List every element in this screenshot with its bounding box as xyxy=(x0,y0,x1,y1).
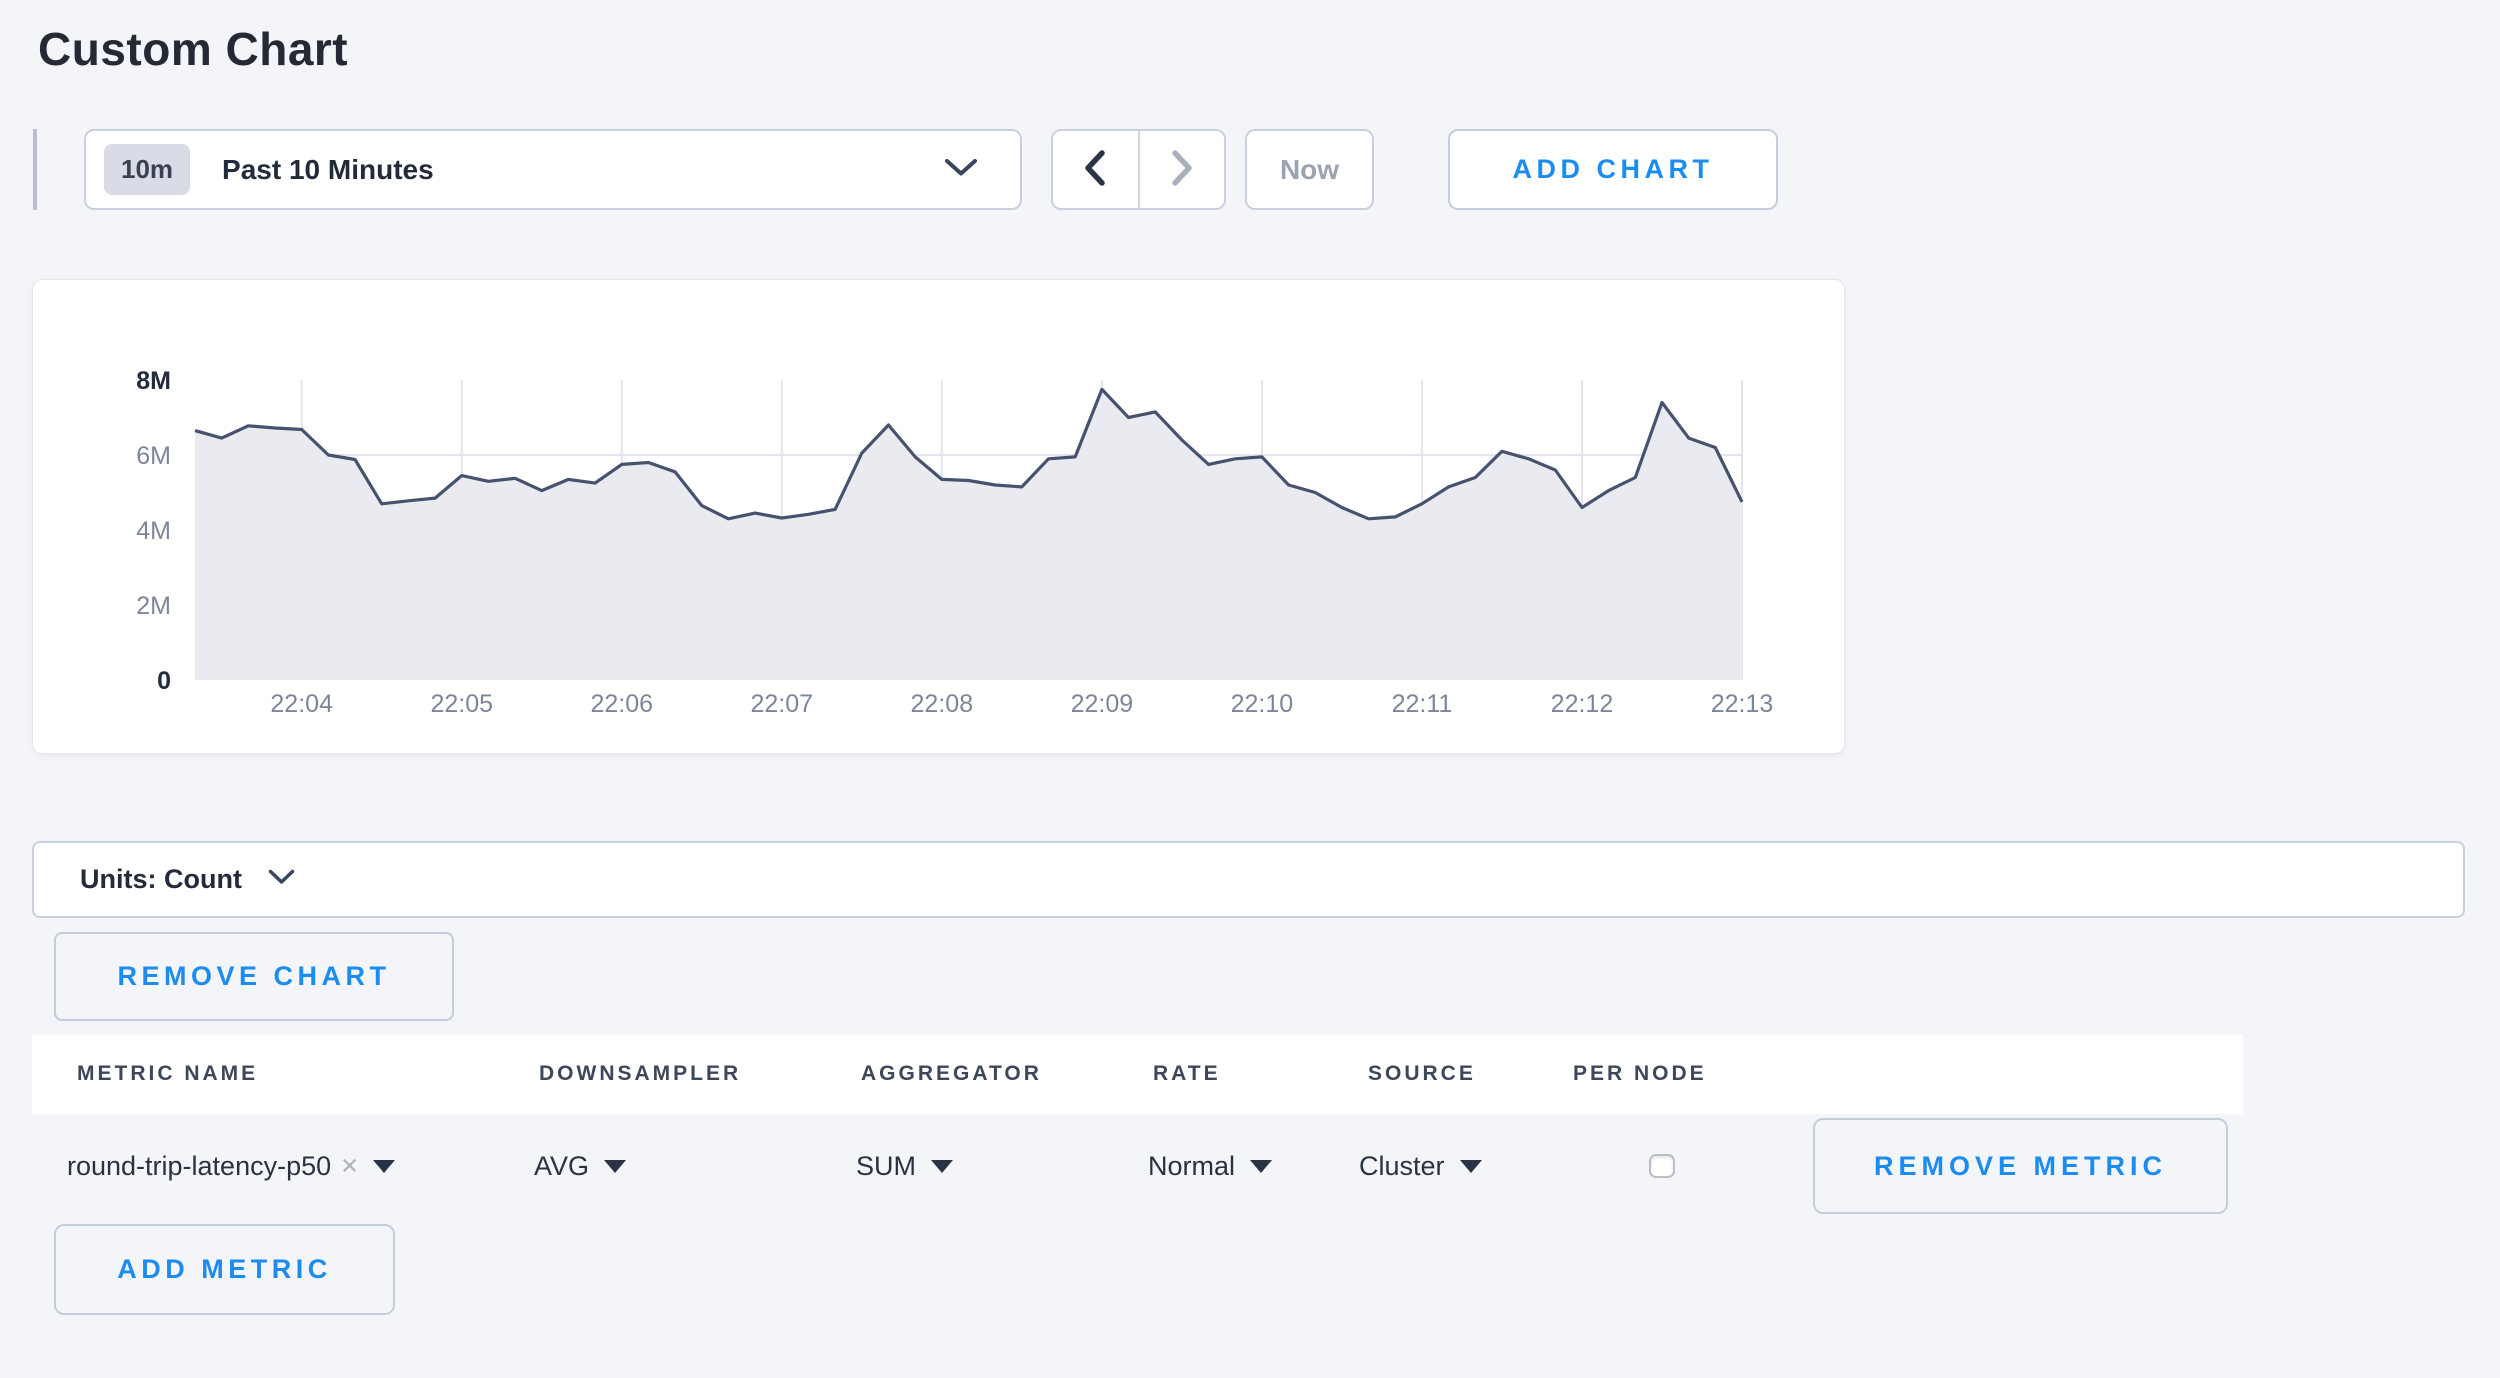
svg-text:22:12: 22:12 xyxy=(1551,690,1614,718)
remove-chart-button[interactable]: REMOVE CHART xyxy=(54,932,454,1021)
svg-text:22:05: 22:05 xyxy=(430,690,493,718)
svg-text:22:07: 22:07 xyxy=(751,690,814,718)
remove-tag-x-icon[interactable]: × xyxy=(341,1149,359,1182)
step-forward-button[interactable] xyxy=(1139,131,1224,208)
svg-text:4M: 4M xyxy=(136,517,171,545)
svg-text:22:11: 22:11 xyxy=(1392,690,1453,718)
chevron-down-icon xyxy=(944,158,978,182)
svg-text:22:09: 22:09 xyxy=(1071,690,1134,718)
caret-down-icon xyxy=(1250,1159,1273,1173)
svg-text:22:10: 22:10 xyxy=(1231,690,1294,718)
time-range-dropdown[interactable]: 10m Past 10 Minutes xyxy=(84,129,1022,210)
chevron-left-icon xyxy=(1082,149,1108,190)
column-header-rate: RATE xyxy=(1153,1062,1221,1085)
svg-text:22:08: 22:08 xyxy=(911,690,974,718)
source-value: Cluster xyxy=(1359,1150,1445,1181)
per-node-cell xyxy=(1564,1154,1813,1178)
custom-chart-page: Custom Chart 10m Past 10 Minutes Now xyxy=(0,22,2500,1378)
step-back-button[interactable] xyxy=(1053,131,1138,208)
svg-text:0: 0 xyxy=(157,667,171,695)
accent-divider xyxy=(33,129,37,210)
svg-text:22:06: 22:06 xyxy=(590,690,653,718)
line-chart: 8M 6M 4M 2M 0 22:04 22:05 22:06 22:07 22:08 22:09 2… xyxy=(136,367,1774,718)
caret-down-icon xyxy=(931,1159,953,1173)
metric-row: round-trip-latency-p50 × AVG SUM Normal … xyxy=(32,1116,2500,1216)
add-chart-button[interactable]: ADD CHART xyxy=(1448,129,1778,210)
metric-name-dropdown[interactable]: round-trip-latency-p50 × xyxy=(67,1151,534,1182)
remove-metric-button[interactable]: REMOVE METRIC xyxy=(1813,1118,2228,1214)
aggregator-value: SUM xyxy=(856,1150,916,1181)
svg-text:22:04: 22:04 xyxy=(270,690,333,718)
now-button[interactable]: Now xyxy=(1245,129,1374,210)
column-header-downsampler: DOWNSAMPLER xyxy=(539,1062,742,1085)
add-metric-button[interactable]: ADD METRIC xyxy=(54,1224,395,1315)
metric-table-header: METRIC NAME DOWNSAMPLER AGGREGATOR RATE … xyxy=(32,1034,2243,1114)
column-header-source: SOURCE xyxy=(1368,1062,1476,1085)
rate-value: Normal xyxy=(1148,1150,1236,1181)
rate-dropdown[interactable]: Normal xyxy=(1148,1151,1359,1182)
aggregator-dropdown[interactable]: SUM xyxy=(856,1151,1148,1182)
downsampler-dropdown[interactable]: AVG xyxy=(534,1151,856,1182)
nav-divider xyxy=(1137,131,1140,208)
caret-down-icon xyxy=(1459,1159,1482,1173)
time-step-buttons xyxy=(1051,129,1226,210)
per-node-checkbox[interactable] xyxy=(1649,1154,1675,1178)
chevron-right-icon xyxy=(1169,149,1195,190)
column-header-metric-name: METRIC NAME xyxy=(77,1062,259,1085)
units-label: Units: Count xyxy=(80,864,242,894)
chevron-down-icon xyxy=(268,869,295,890)
source-dropdown[interactable]: Cluster xyxy=(1359,1151,1564,1182)
time-range-badge: 10m xyxy=(104,144,191,195)
time-range-label: Past 10 Minutes xyxy=(222,153,434,185)
page-title: Custom Chart xyxy=(38,23,349,75)
svg-text:6M: 6M xyxy=(136,442,171,470)
svg-text:22:13: 22:13 xyxy=(1711,690,1774,718)
chart-card: 8M 6M 4M 2M 0 22:04 22:05 22:06 22:07 22:08 22:09 2… xyxy=(32,279,1845,754)
caret-down-icon xyxy=(373,1159,396,1173)
svg-text:8M: 8M xyxy=(136,367,171,395)
units-dropdown[interactable]: Units: Count xyxy=(32,841,2465,918)
column-header-aggregator: AGGREGATOR xyxy=(861,1062,1042,1085)
metric-name-value: round-trip-latency-p50 xyxy=(67,1150,332,1181)
column-header-per-node: PER NODE xyxy=(1573,1062,1707,1085)
svg-text:2M: 2M xyxy=(136,592,171,620)
downsampler-value: AVG xyxy=(534,1150,590,1181)
caret-down-icon xyxy=(604,1159,627,1173)
time-controls-row: 10m Past 10 Minutes Now ADD CHART xyxy=(33,129,2500,210)
